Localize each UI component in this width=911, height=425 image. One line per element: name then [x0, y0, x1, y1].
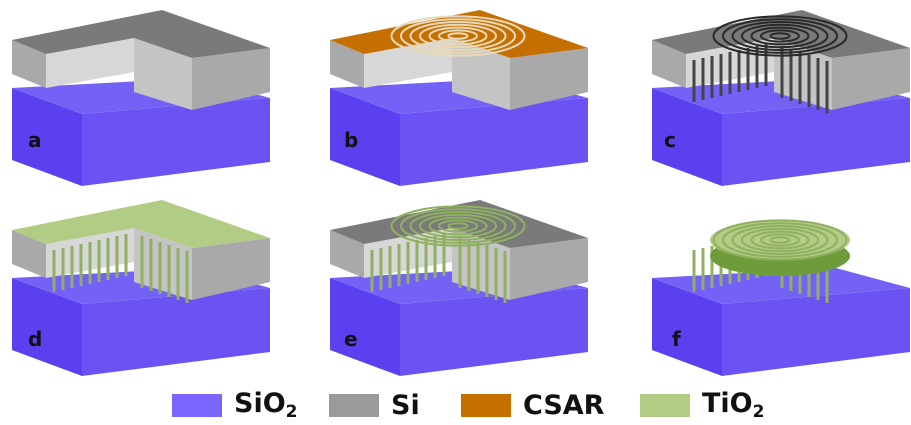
spiral-ring: [419, 213, 497, 239]
spiral-ring: [750, 230, 810, 250]
spiral-ring: [760, 233, 800, 247]
spiral-ring: [731, 225, 829, 255]
panel-d: [12, 200, 270, 376]
spiral-ring: [428, 26, 488, 46]
spiral-ring: [447, 222, 469, 230]
si-front-left-face: [652, 40, 686, 88]
legend-swatch-tio2: [640, 393, 690, 417]
legend-label-si: Si: [391, 389, 420, 421]
top-layer-face: [12, 200, 270, 248]
sio2-side-face: [400, 288, 588, 376]
spiral-ring: [760, 29, 800, 43]
spiral-ring: [722, 18, 838, 54]
panel-c: [652, 10, 910, 186]
si-inner-left-face: [46, 38, 134, 88]
si-front-left-face: [12, 40, 46, 88]
spiral-ring: [447, 32, 469, 40]
panel-label-a: a: [28, 128, 42, 152]
si-front-right-face: [192, 48, 270, 110]
spiral-ring: [712, 219, 848, 261]
si-front-right-face: [510, 48, 588, 110]
spiral-ring: [712, 15, 848, 57]
legend-item-si: Si: [329, 388, 420, 422]
legend-item-csar: CSAR: [461, 388, 604, 422]
spiral-ring: [409, 211, 507, 241]
sio2-side-face: [400, 98, 588, 186]
sio2-front-face: [12, 278, 82, 376]
spiral-ring: [390, 15, 526, 57]
legend-swatch-sio2: [172, 393, 222, 417]
sio2-front-face: [330, 88, 400, 186]
sio2-front-face: [652, 278, 722, 376]
spiral-ring: [750, 26, 810, 46]
panel-b: [330, 10, 588, 186]
spiral-ring: [390, 205, 526, 247]
legend-label-csar: CSAR: [523, 389, 605, 421]
sio2-side-face: [82, 288, 270, 376]
legend: SiO2 Si CSAR TiO2: [0, 388, 911, 422]
spiral-ring: [428, 216, 488, 236]
panel-e: [330, 200, 588, 376]
legend-item-sio2: SiO2: [172, 388, 298, 422]
spiral-ring: [769, 32, 791, 40]
spiral-ring: [419, 23, 497, 49]
spiral-ring: [400, 18, 516, 54]
si-front-left-face: [330, 230, 364, 278]
sio2-front-face: [330, 278, 400, 376]
si-front-right-face: [192, 238, 270, 300]
si-front-right-face: [510, 238, 588, 300]
panel-label-e: e: [344, 327, 358, 351]
legend-swatch-si: [329, 393, 379, 417]
si-inner-right-face: [134, 38, 192, 110]
panel-label-b: b: [344, 128, 358, 152]
si-front-left-face: [12, 230, 46, 278]
panel-label-c: c: [664, 128, 676, 152]
legend-item-tio2: TiO2: [640, 388, 764, 422]
spiral-ring: [400, 208, 516, 244]
spiral-ring: [722, 222, 838, 258]
spiral-ring: [731, 21, 829, 51]
legend-swatch-csar: [461, 393, 511, 417]
sio2-side-face: [722, 288, 910, 376]
legend-label-sio2: SiO: [234, 388, 286, 419]
sio2-side-face: [722, 98, 910, 186]
spiral-ring: [409, 21, 507, 51]
top-layer-face: [12, 10, 270, 58]
spiral-ring: [438, 29, 478, 43]
panel-label-d: d: [28, 327, 42, 351]
si-front-right-face: [832, 48, 910, 110]
spiral-ring: [741, 23, 819, 49]
sio2-front-face: [652, 88, 722, 186]
si-front-left-face: [330, 40, 364, 88]
sio2-front-face: [12, 88, 82, 186]
spiral-ring: [438, 219, 478, 233]
panel-a: [12, 10, 270, 186]
legend-label-tio2: TiO: [702, 388, 753, 419]
panel-label-f: f: [672, 327, 681, 351]
panel-f: [652, 219, 910, 376]
legend-sub-sio2: 2: [285, 402, 298, 422]
sio2-side-face: [82, 98, 270, 186]
legend-sub-tio2: 2: [752, 402, 765, 422]
spiral-ring: [741, 227, 819, 253]
spiral-ring: [769, 236, 791, 244]
